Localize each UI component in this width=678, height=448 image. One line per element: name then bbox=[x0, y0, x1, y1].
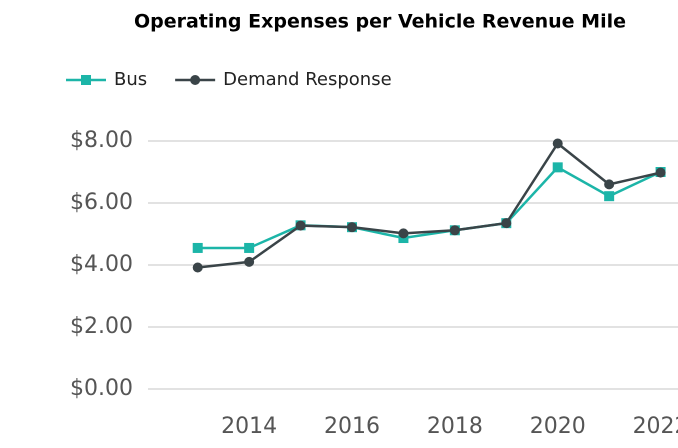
marker bbox=[501, 218, 512, 229]
y-tick-label: $0.00 bbox=[70, 376, 133, 401]
marker bbox=[244, 256, 255, 267]
marker bbox=[552, 162, 563, 173]
marker bbox=[244, 242, 255, 253]
legend-label: Demand Response bbox=[223, 69, 392, 90]
marker bbox=[655, 167, 666, 178]
marker bbox=[449, 225, 460, 236]
y-tick-label: $2.00 bbox=[70, 314, 133, 339]
x-tick-label: 2014 bbox=[221, 414, 277, 439]
legend-label: Bus bbox=[114, 69, 147, 90]
series-line bbox=[197, 165, 662, 250]
legend-marker bbox=[81, 75, 91, 85]
marker bbox=[192, 262, 203, 273]
x-tick-label: 2020 bbox=[530, 414, 586, 439]
marker bbox=[347, 222, 357, 233]
x-tick-label: 2022 bbox=[633, 414, 678, 439]
y-tick-label: $8.00 bbox=[70, 128, 133, 153]
marker bbox=[604, 191, 615, 202]
marker bbox=[295, 220, 306, 231]
y-tick-label: $4.00 bbox=[70, 252, 133, 277]
marker bbox=[552, 138, 563, 149]
x-tick-label: 2016 bbox=[324, 414, 380, 439]
chart-title: Operating Expenses per Vehicle Revenue M… bbox=[134, 11, 626, 33]
marker bbox=[398, 228, 409, 239]
x-tick-label: 2018 bbox=[427, 414, 483, 439]
series-line bbox=[197, 141, 661, 269]
legend-marker bbox=[190, 75, 201, 85]
marker bbox=[192, 242, 203, 253]
y-tick-label: $6.00 bbox=[70, 190, 133, 215]
marker bbox=[604, 179, 615, 190]
